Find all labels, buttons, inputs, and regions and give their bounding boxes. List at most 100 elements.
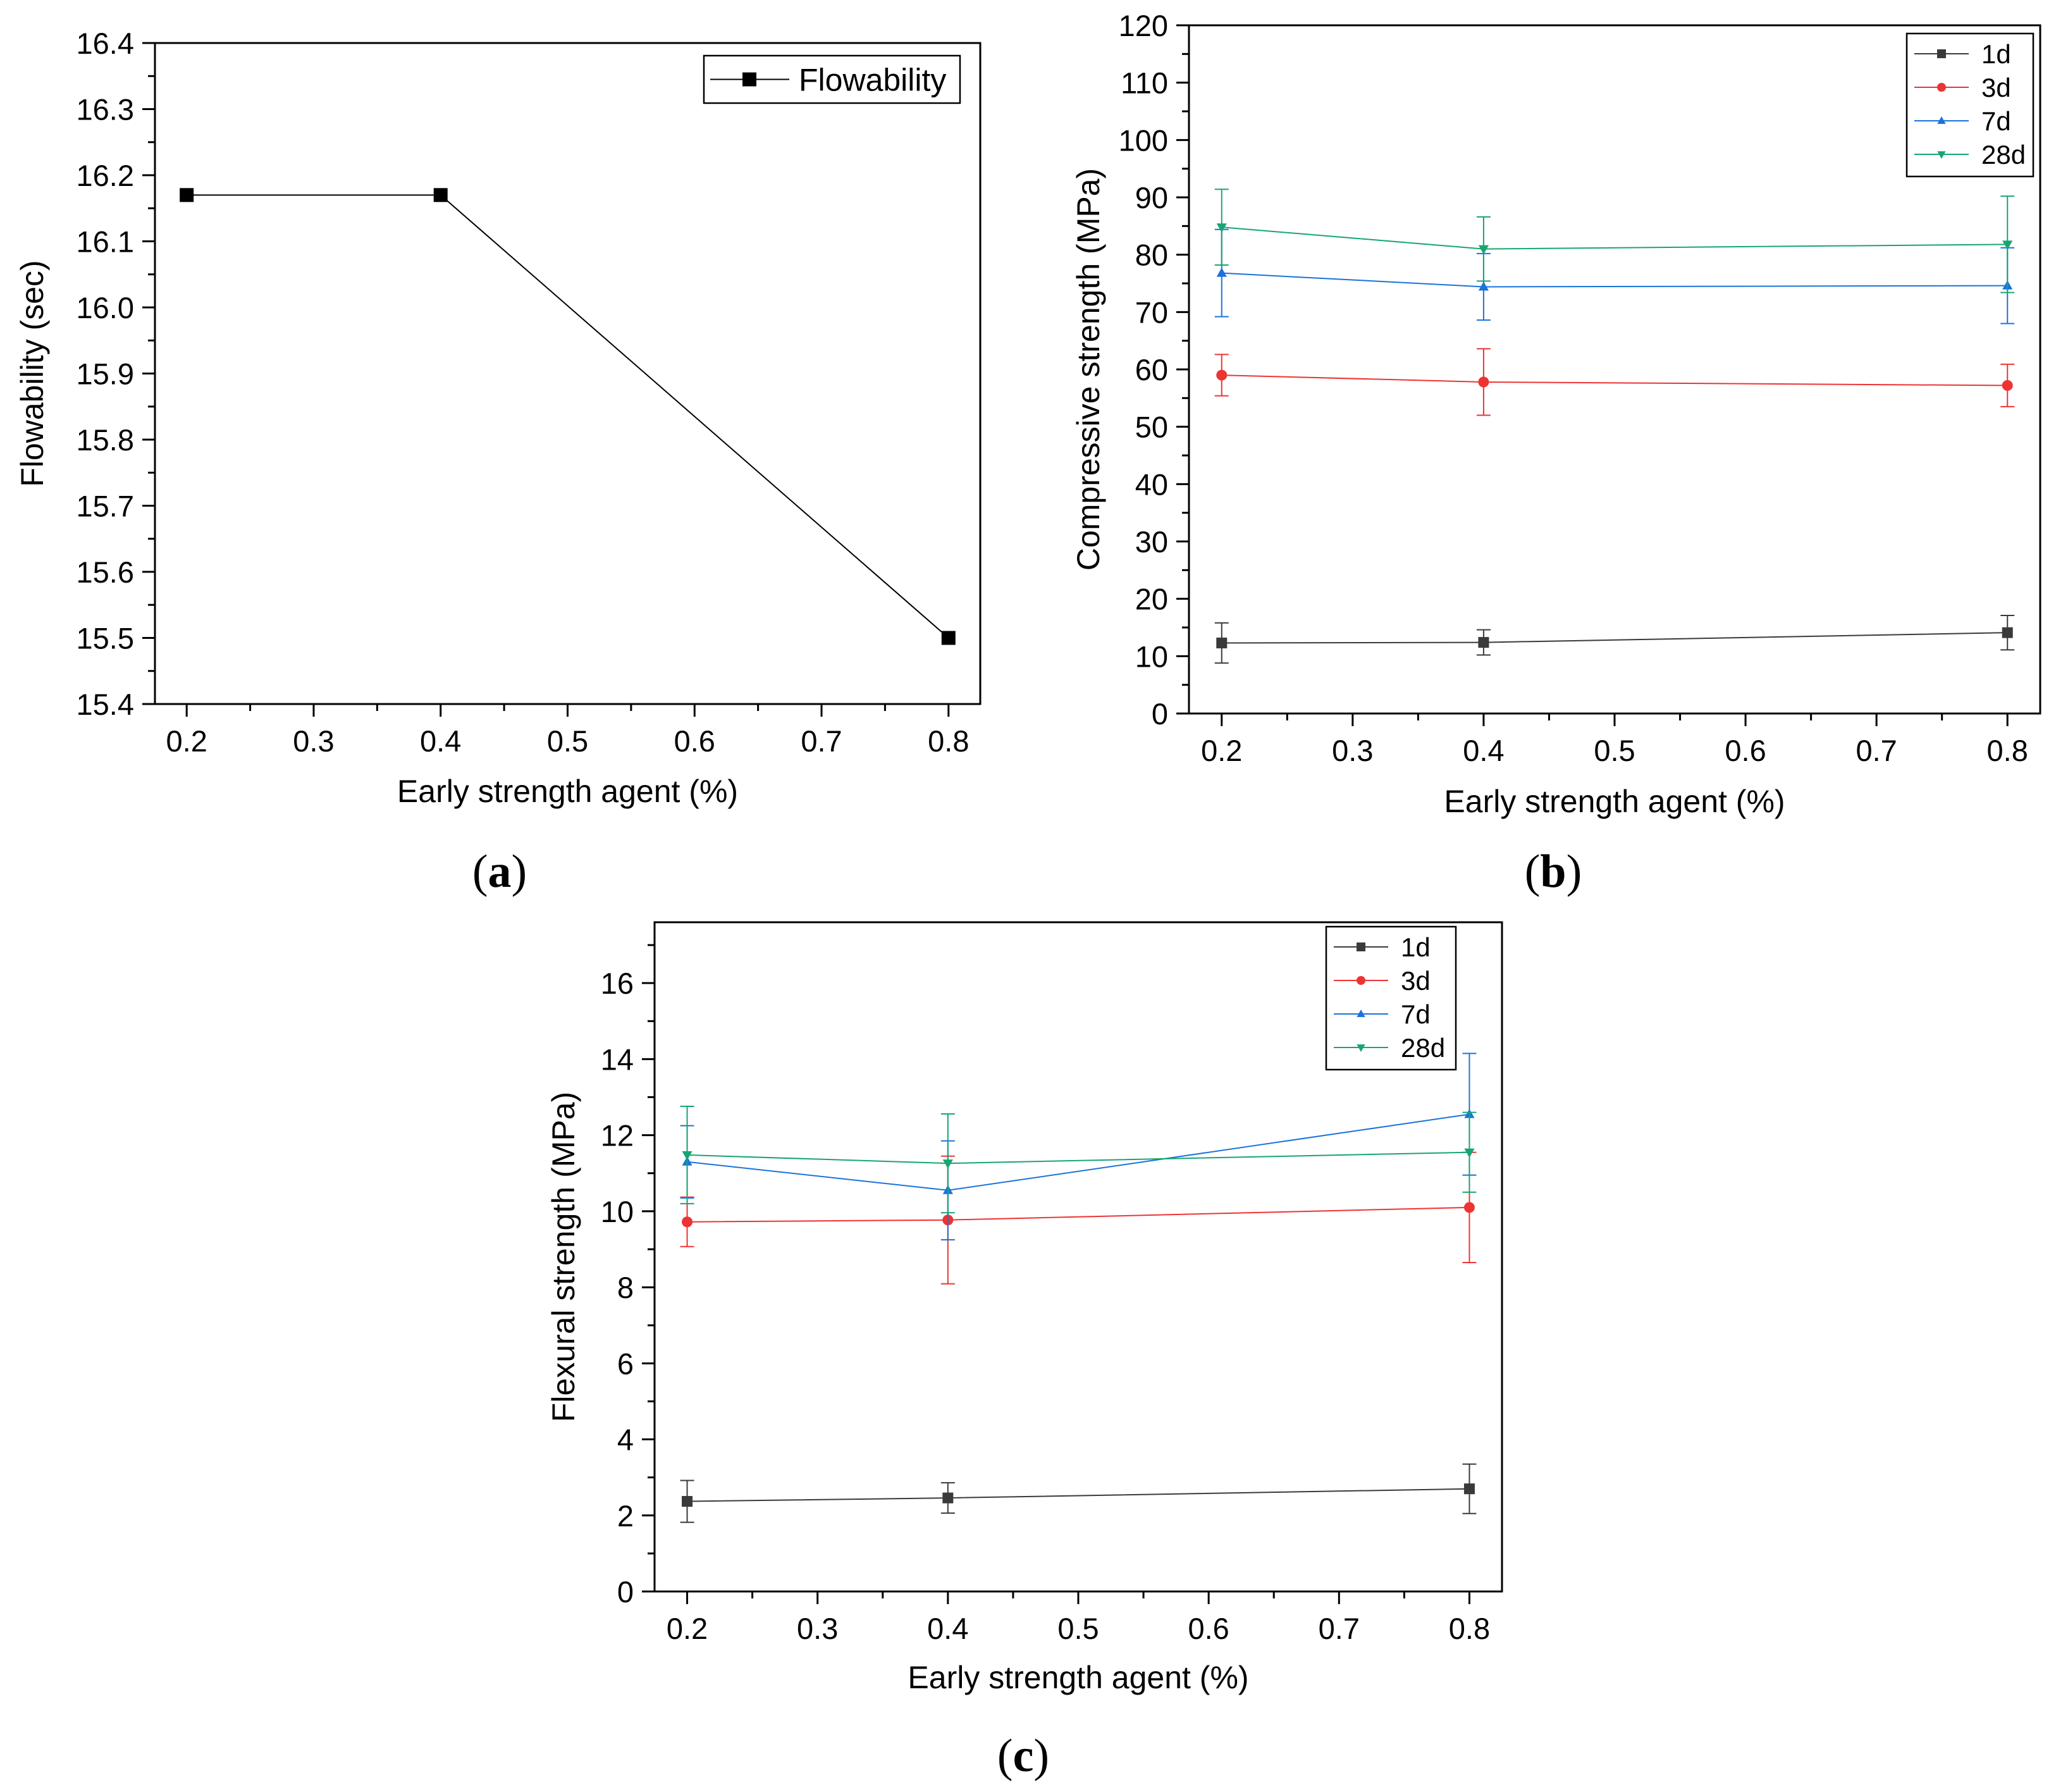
series-3d bbox=[1214, 348, 2015, 416]
y-tick-label: 15.9 bbox=[77, 357, 134, 391]
x-tick-label: 0.4 bbox=[420, 724, 461, 758]
chart-panel-b: 0.2 0.3 0.4 0.5 0.6 0.7 0.8 0 10 20 30 40 50 60 70 80 90… bbox=[1071, 9, 2041, 898]
legend: Flowability bbox=[703, 54, 961, 104]
data-point bbox=[1478, 281, 1489, 291]
y-tick-label: 110 bbox=[1121, 66, 1168, 100]
panel-label-open: ( bbox=[472, 846, 488, 898]
x-tick-label: 0.2 bbox=[667, 1612, 708, 1645]
data-point bbox=[682, 1151, 693, 1161]
y-tick-label: 100 bbox=[1119, 123, 1168, 157]
data-point bbox=[942, 1492, 954, 1504]
x-tick-label: 0.3 bbox=[1332, 734, 1373, 767]
x-tick-label: 0.6 bbox=[1725, 734, 1766, 767]
y-tick-label: 10 bbox=[601, 1195, 634, 1228]
y-tick-label: 120 bbox=[1119, 9, 1168, 42]
x-tick-label: 0.7 bbox=[1856, 734, 1897, 767]
y-tick-label: 16 bbox=[601, 967, 634, 1000]
y-axis-title: Flowability (sec) bbox=[15, 260, 50, 486]
data-point bbox=[941, 631, 956, 645]
data-point bbox=[1478, 245, 1489, 255]
y-tick-label: 16.3 bbox=[77, 93, 134, 127]
panel-label-letter: c bbox=[1013, 1730, 1034, 1782]
data-point bbox=[682, 1216, 693, 1228]
data-point bbox=[2002, 240, 2013, 250]
legend-marker bbox=[1357, 1010, 1365, 1017]
x-tick-label: 0.6 bbox=[674, 724, 715, 758]
y-axis-title: Compressive strength (MPa) bbox=[1071, 168, 1106, 571]
data-point bbox=[433, 188, 448, 202]
y-tick-label: 60 bbox=[1135, 353, 1168, 386]
x-tick-label: 0.7 bbox=[801, 724, 842, 758]
y-tick-label: 0 bbox=[617, 1575, 634, 1609]
y-tick-label: 15.4 bbox=[77, 688, 134, 721]
legend-frame bbox=[1905, 32, 2034, 178]
data-point bbox=[942, 1159, 953, 1169]
y-tick-label: 14 bbox=[601, 1042, 634, 1076]
data-point bbox=[1216, 223, 1227, 233]
x-axis-title: Early strength agent (%) bbox=[397, 774, 738, 809]
chart-panel-a: 0.2 0.3 0.4 0.5 0.6 0.7 0.8 15.4 15.5 15.6 15.7 15.… bbox=[15, 27, 982, 898]
x-tick-label: 0.6 bbox=[1188, 1612, 1229, 1645]
y-tick-label: 6 bbox=[617, 1347, 634, 1380]
legend-marker bbox=[1357, 1044, 1365, 1052]
legend-label: 7d bbox=[1981, 106, 2011, 136]
legend-label: 28d bbox=[1401, 1033, 1445, 1063]
panel-label-close: ) bbox=[1567, 846, 1582, 898]
x-tick-label: 0.5 bbox=[547, 724, 588, 758]
y-tick-label: 16.0 bbox=[77, 291, 134, 324]
y-tick-label: 8 bbox=[617, 1271, 634, 1304]
panel-label: (b) bbox=[1525, 846, 1582, 898]
data-point bbox=[1478, 376, 1489, 388]
data-point bbox=[1463, 1202, 1475, 1213]
legend-marker bbox=[1937, 151, 1946, 159]
x-tick-label: 0.2 bbox=[1201, 734, 1242, 767]
legend-marker bbox=[1937, 83, 1946, 92]
y-axis-title: Flexural strength (MPa) bbox=[546, 1092, 581, 1422]
y-tick-label: 16.1 bbox=[77, 225, 134, 259]
legend-label: 1d bbox=[1401, 932, 1431, 962]
x-tick-label: 0.8 bbox=[1987, 734, 2028, 767]
data-point bbox=[1463, 1483, 1475, 1495]
y-tick-label: 40 bbox=[1135, 467, 1168, 501]
series-Flowability bbox=[180, 188, 956, 645]
data-point bbox=[682, 1496, 693, 1507]
data-point bbox=[2002, 380, 2013, 391]
data-point bbox=[1478, 637, 1489, 648]
x-tick-label: 0.4 bbox=[927, 1612, 968, 1645]
legend-label: Flowability bbox=[799, 63, 946, 98]
x-tick-label: 0.7 bbox=[1319, 1612, 1360, 1645]
y-tick-label: 16.2 bbox=[77, 159, 134, 192]
panel-label-close: ) bbox=[512, 846, 527, 898]
y-tick-label: 30 bbox=[1135, 525, 1168, 559]
y-tick-label: 15.8 bbox=[77, 423, 134, 457]
data-point bbox=[1216, 637, 1228, 648]
x-tick-label: 0.3 bbox=[293, 724, 334, 758]
y-tick-label: 15.7 bbox=[77, 490, 134, 523]
panel-label-letter: a bbox=[488, 846, 512, 898]
legend-frame bbox=[1325, 925, 1457, 1071]
legend-marker bbox=[1937, 49, 1946, 58]
y-tick-label: 2 bbox=[617, 1499, 634, 1533]
legend-marker bbox=[1357, 942, 1365, 951]
x-tick-label: 0.4 bbox=[1463, 734, 1504, 767]
series-1d bbox=[1214, 614, 2015, 664]
data-point bbox=[1216, 268, 1227, 277]
y-tick-label: 15.5 bbox=[77, 622, 134, 655]
y-tick-label: 20 bbox=[1135, 583, 1168, 616]
data-point bbox=[1464, 1148, 1475, 1158]
y-tick-label: 10 bbox=[1135, 640, 1168, 673]
y-tick-label: 80 bbox=[1135, 238, 1168, 272]
x-tick-label: 0.8 bbox=[928, 724, 969, 758]
x-axis-title: Early strength agent (%) bbox=[908, 1660, 1248, 1695]
y-tick-label: 70 bbox=[1135, 295, 1168, 329]
chart-panel-c: 0.2 0.3 0.4 0.5 0.6 0.7 0.8 0 2 4 6 8 10 12 14 16 Early … bbox=[546, 921, 1503, 1782]
legend-frame bbox=[703, 54, 961, 104]
panel-label-letter: b bbox=[1540, 846, 1566, 898]
data-point bbox=[180, 188, 194, 202]
data-point bbox=[1216, 369, 1228, 381]
legend-label: 3d bbox=[1981, 73, 2011, 102]
y-tick-label: 90 bbox=[1135, 181, 1168, 214]
panel-label-open: ( bbox=[997, 1730, 1013, 1782]
series-28d bbox=[1214, 188, 2015, 294]
